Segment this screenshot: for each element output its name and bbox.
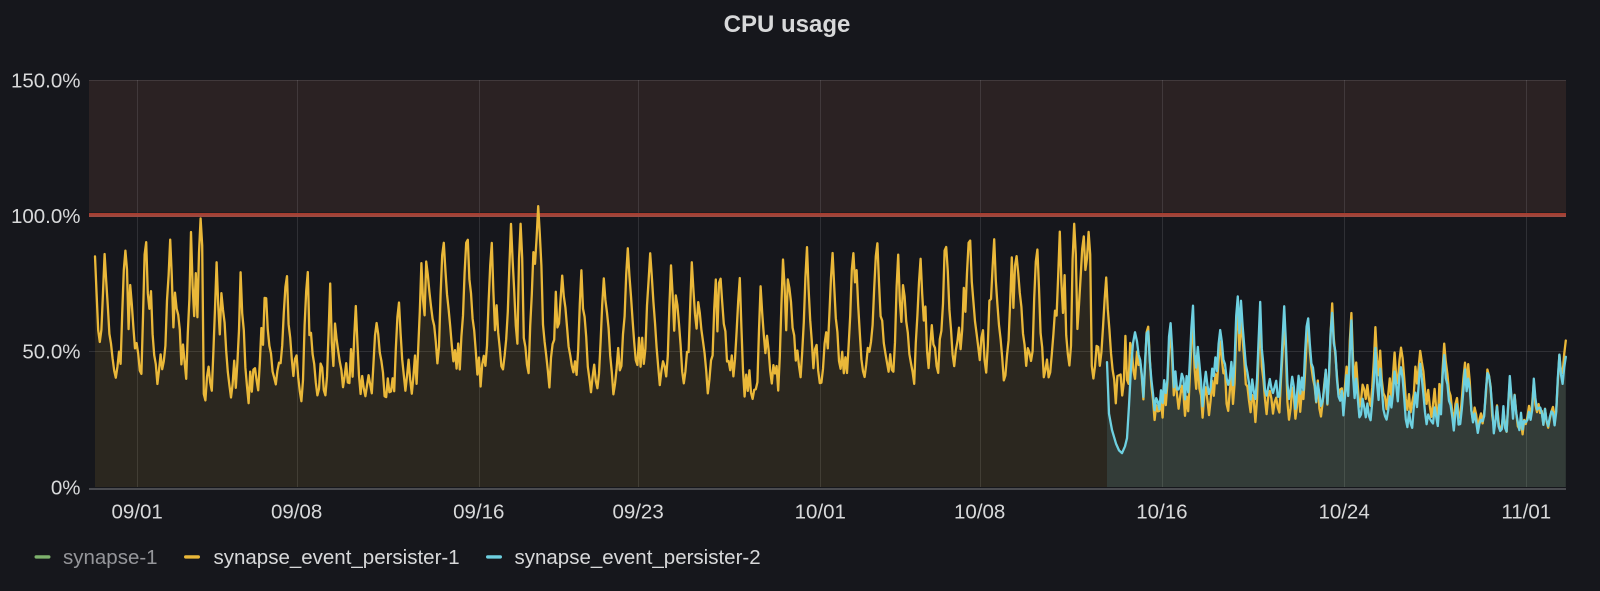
svg-text:09/01: 09/01	[112, 501, 163, 524]
svg-text:50.0%: 50.0%	[22, 341, 80, 364]
svg-text:09/16: 09/16	[453, 501, 504, 524]
svg-text:150.0%: 150.0%	[11, 69, 81, 92]
svg-text:synapse-1: synapse-1	[63, 546, 158, 569]
svg-text:10/08: 10/08	[954, 501, 1005, 524]
svg-text:10/16: 10/16	[1136, 501, 1187, 524]
svg-text:11/01: 11/01	[1501, 501, 1551, 524]
svg-text:09/23: 09/23	[612, 501, 663, 524]
svg-text:synapse_event_persister-2: synapse_event_persister-2	[515, 546, 761, 569]
svg-text:100.0%: 100.0%	[11, 205, 81, 228]
svg-text:synapse_event_persister-1: synapse_event_persister-1	[214, 546, 460, 569]
svg-text:10/24: 10/24	[1318, 501, 1369, 524]
svg-text:09/08: 09/08	[271, 501, 322, 524]
svg-text:0%: 0%	[51, 476, 81, 499]
svg-text:CPU usage: CPU usage	[724, 11, 851, 38]
svg-text:10/01: 10/01	[795, 501, 846, 524]
